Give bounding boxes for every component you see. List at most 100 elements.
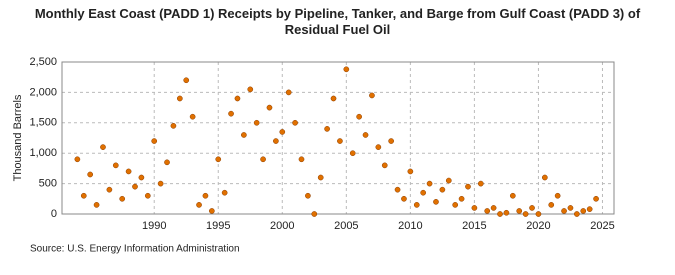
y-tick-label: 0 (51, 208, 57, 220)
y-tick-label: 1,000 (29, 147, 57, 159)
data-point (580, 208, 587, 214)
data-point (202, 192, 209, 199)
data-point (93, 202, 100, 208)
data-point (375, 144, 382, 150)
chart-title: Monthly East Coast (PADD 1) Receipts by … (34, 6, 641, 37)
data-point (356, 113, 362, 120)
data-point (554, 192, 561, 199)
data-point (247, 86, 254, 93)
data-point (522, 211, 529, 217)
data-point (106, 186, 113, 193)
data-point (144, 192, 151, 199)
data-point (119, 195, 126, 202)
data-point (381, 162, 388, 169)
data-point (324, 126, 330, 132)
data-point (593, 195, 599, 202)
data-point (215, 156, 222, 163)
x-tick-label: 1990 (142, 220, 166, 232)
data-point (548, 202, 555, 208)
data-point (183, 77, 190, 84)
data-point (503, 209, 510, 216)
data-point (471, 205, 478, 211)
data-point (445, 177, 452, 184)
data-point (426, 180, 433, 187)
data-point (176, 95, 183, 102)
data-point (196, 202, 202, 208)
data-point (228, 110, 234, 117)
data-point (349, 150, 356, 157)
x-tick-label: 2015 (462, 220, 486, 232)
data-point (151, 138, 158, 144)
data-point (260, 156, 266, 163)
data-point (490, 205, 497, 211)
x-tick-label: 2005 (334, 220, 358, 232)
y-tick-label: 1,500 (29, 117, 57, 129)
data-point (541, 174, 548, 181)
data-point (266, 104, 273, 111)
data-point (529, 205, 535, 211)
data-point (343, 66, 350, 73)
data-point (285, 89, 292, 96)
data-point (208, 208, 215, 214)
data-point (509, 192, 516, 199)
data-point (292, 119, 298, 126)
data-point (221, 189, 228, 196)
y-tick-label: 2,000 (29, 86, 57, 98)
data-point (413, 202, 420, 208)
y-tick-label: 500 (39, 178, 57, 190)
data-point (535, 211, 542, 217)
x-tick-label: 2000 (270, 220, 294, 232)
data-point (394, 186, 401, 193)
data-point (74, 156, 81, 163)
x-tick-label: 2020 (526, 220, 550, 232)
data-point (452, 202, 459, 208)
data-point (305, 192, 311, 199)
data-point (253, 119, 260, 126)
data-point (234, 95, 241, 102)
data-point (279, 129, 286, 135)
data-point (567, 205, 574, 211)
data-point (497, 211, 503, 217)
data-point (330, 95, 337, 102)
data-point (369, 92, 375, 99)
data-point (87, 171, 94, 178)
data-point (401, 195, 407, 202)
plot-frame (61, 61, 615, 215)
data-point (516, 208, 523, 214)
data-point (420, 189, 427, 196)
data-point (484, 208, 491, 214)
y-tick-label: 2,500 (29, 56, 57, 68)
data-point (433, 198, 439, 205)
x-tick-label: 2010 (398, 220, 422, 232)
data-point (157, 180, 164, 187)
source: Source: U.S. Energy Information Administ… (30, 244, 240, 255)
data-point (164, 159, 170, 166)
data-point (574, 211, 580, 217)
data-point (311, 211, 318, 217)
data-point (458, 195, 465, 202)
data-point (132, 183, 138, 190)
data-point (586, 206, 593, 212)
data-point (170, 122, 177, 129)
data-point (407, 168, 414, 175)
data-point (125, 168, 132, 175)
data-point (273, 138, 279, 144)
data-point (189, 113, 196, 120)
data-point (337, 138, 343, 144)
data-point (362, 132, 369, 138)
x-tick-label: 1995 (206, 220, 230, 232)
data-point (241, 132, 247, 138)
data-point (477, 180, 484, 187)
data-point (80, 192, 87, 199)
data-point (100, 144, 106, 150)
y-axis-label: Thousand Barrels (12, 94, 24, 181)
data-point (112, 162, 119, 169)
data-point (298, 156, 305, 163)
data-point (388, 138, 395, 144)
data-point (317, 174, 324, 181)
data-point (561, 208, 567, 214)
data-point (465, 183, 471, 190)
x-tick-label: 2025 (590, 220, 614, 232)
